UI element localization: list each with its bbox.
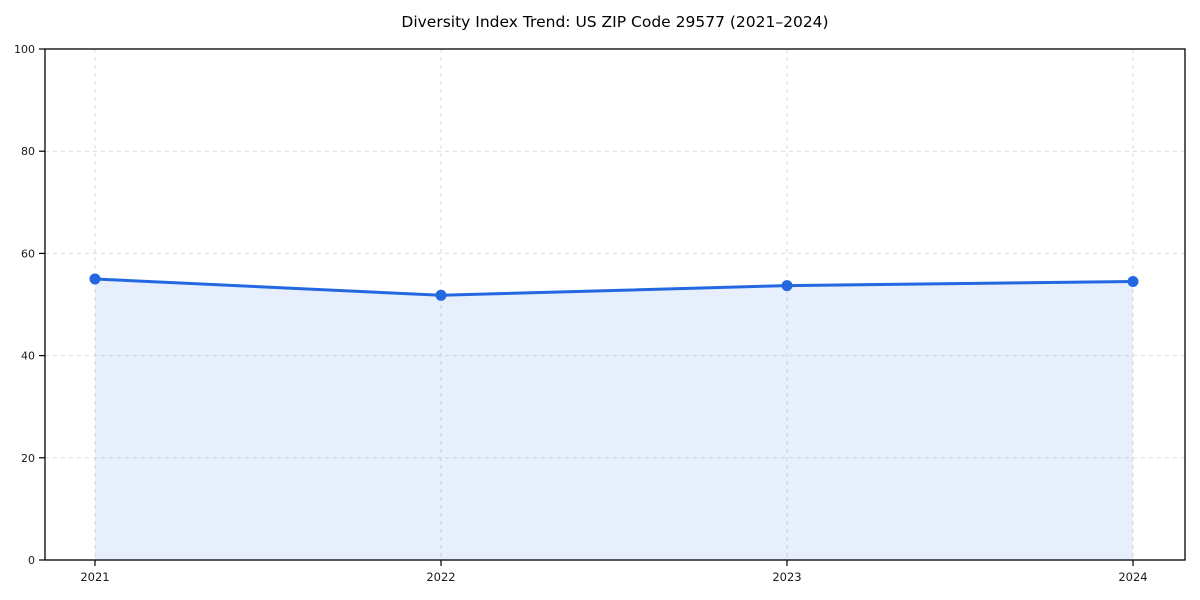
chart-title: Diversity Index Trend: US ZIP Code 29577…: [401, 13, 829, 31]
data-point-marker: [781, 280, 793, 292]
x-tick-label: 2022: [426, 570, 455, 584]
x-tick-label: 2023: [772, 570, 801, 584]
area-fill: [95, 278, 1133, 560]
data-point-marker: [1127, 276, 1139, 288]
data-point-marker: [435, 289, 447, 301]
y-tick-label: 0: [28, 554, 35, 567]
x-tick-label: 2021: [80, 570, 109, 584]
data-point-marker: [89, 273, 101, 285]
y-tick-label: 80: [21, 145, 35, 158]
plot-border: [44, 48, 1186, 561]
trend-line: [93, 277, 1135, 297]
y-tick-label: 100: [14, 43, 35, 56]
y-tick-label: 20: [21, 452, 35, 465]
y-tick-label: 40: [21, 350, 35, 363]
y-tick-label: 60: [21, 247, 35, 260]
x-tick-label: 2024: [1118, 570, 1147, 584]
